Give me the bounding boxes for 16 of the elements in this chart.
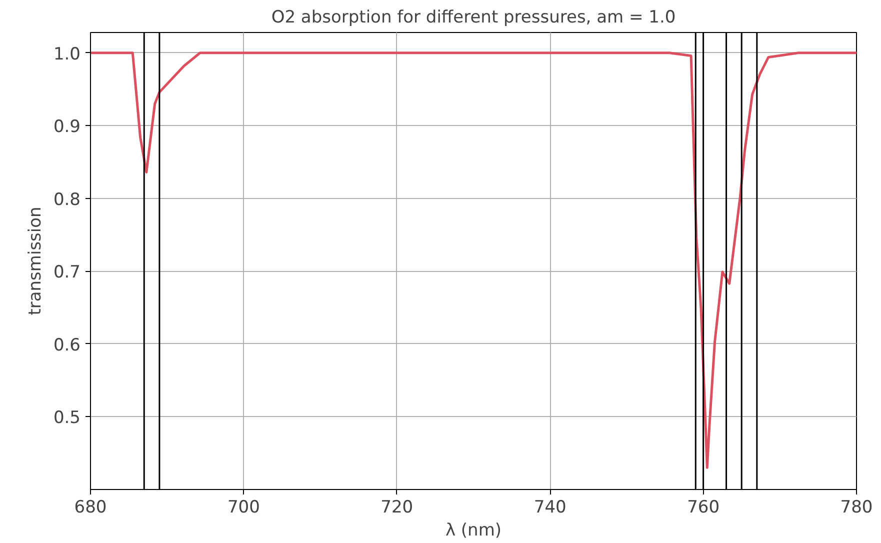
x-tick-label: 780 [840,498,873,518]
x-axis-title: λ (nm) [445,520,502,540]
x-tick-label: 680 [74,498,107,518]
y-axis-title: transmission [25,206,46,316]
y-tick-label: 0.7 [53,262,81,283]
y-tick-label: 0.6 [53,335,81,356]
line-series [90,52,856,469]
y-tick-label: 1.0 [53,44,81,64]
y-tick-label: 0.9 [53,117,81,138]
x-tick-label: 720 [380,498,414,518]
x-tick-label: 760 [687,498,720,518]
x-tick-label: 740 [534,498,566,518]
y-tick-label: 0.5 [53,408,81,428]
x-tick-label: 700 [227,498,260,518]
chart-title: O2 absorption for different pressures, am = 1.0 [271,8,676,28]
y-tick-label: 0.8 [53,190,81,210]
